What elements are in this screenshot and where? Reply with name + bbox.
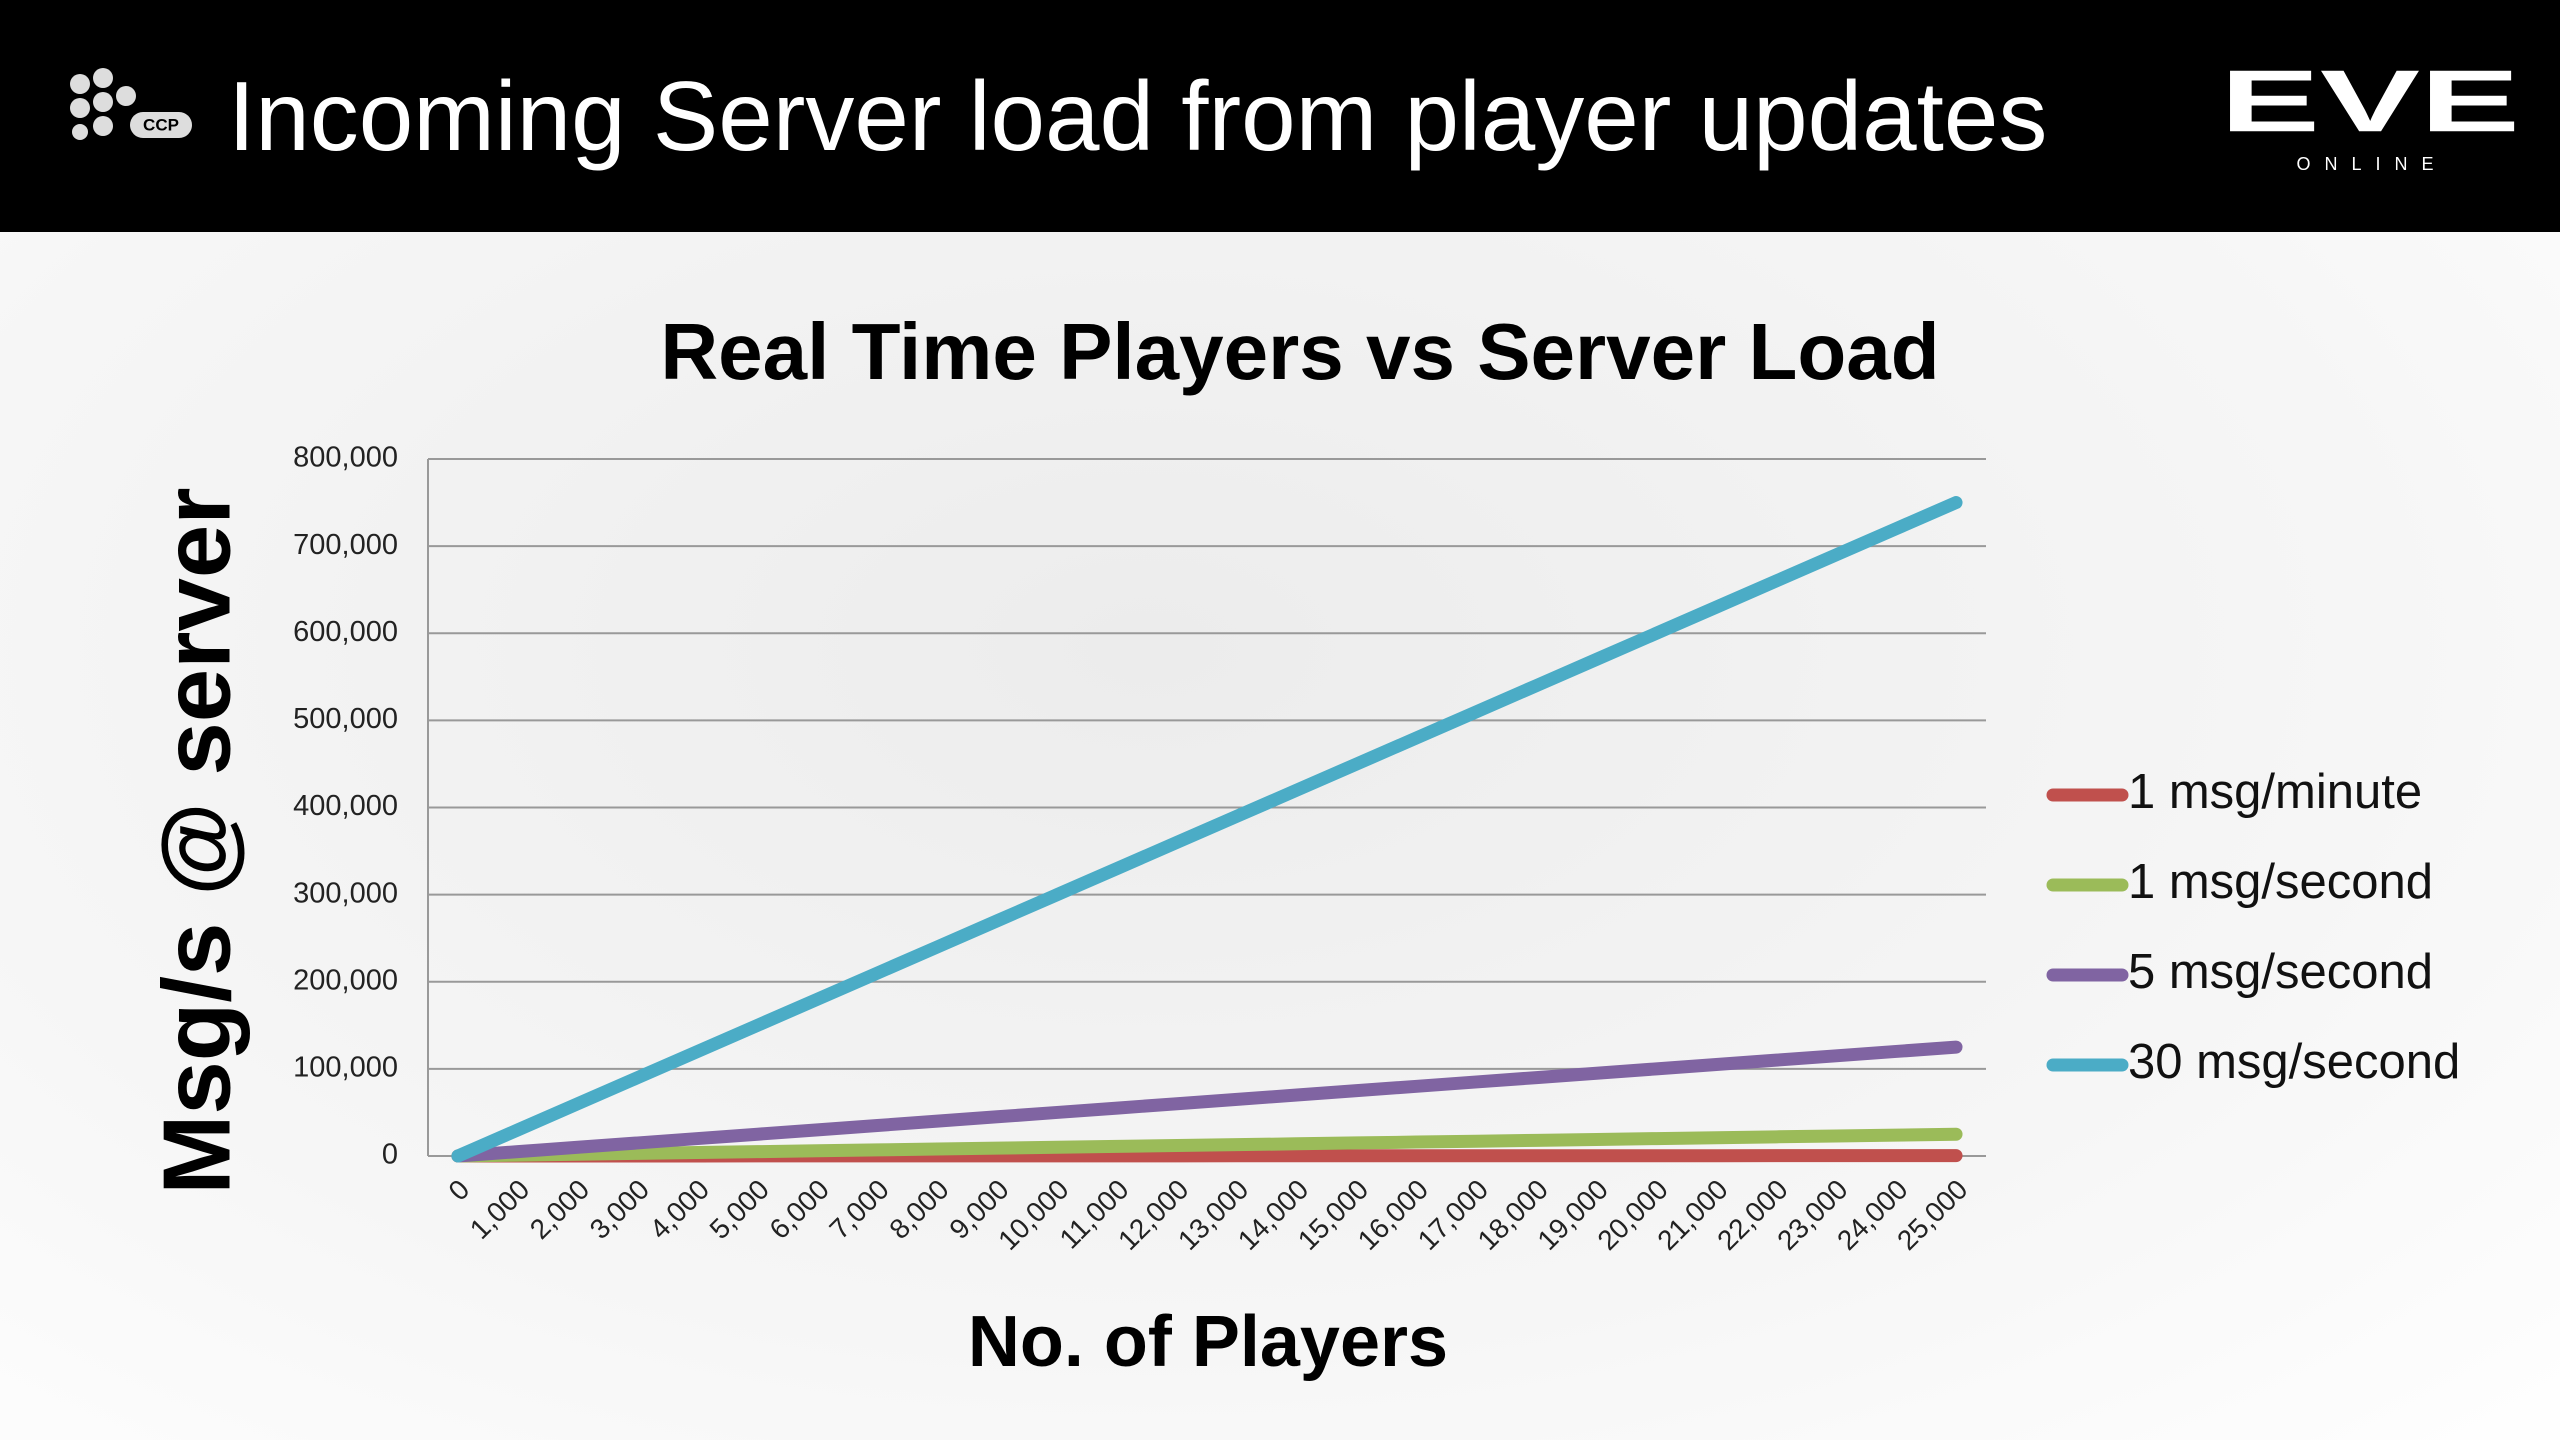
y-tick-label: 0 xyxy=(382,1139,398,1171)
slide-title: Incoming Server load from player updates xyxy=(228,61,2047,171)
y-tick-label: 300,000 xyxy=(293,877,398,909)
y-tick-label: 500,000 xyxy=(293,703,398,735)
y-tick-label: 200,000 xyxy=(293,964,398,996)
y-tick-label: 600,000 xyxy=(293,616,398,648)
legend-label: 5 msg/second xyxy=(2128,945,2433,999)
y-tick-label: 100,000 xyxy=(293,1052,398,1084)
legend-label: 1 msg/minute xyxy=(2128,765,2422,819)
series-line xyxy=(451,1040,1963,1163)
eve-logo-text: EVE xyxy=(2220,51,2520,150)
ccp-logo xyxy=(70,68,192,140)
ccp-logo-text: CCP xyxy=(143,115,179,134)
y-tick-label: 800,000 xyxy=(293,442,398,474)
legend-label: 1 msg/second xyxy=(2128,855,2433,909)
chart-title: Real Time Players vs Server Load xyxy=(660,307,1939,396)
series-line xyxy=(451,1127,1963,1163)
eve-logo-sub: ONLINE xyxy=(2296,154,2447,174)
legend-label: 30 msg/second xyxy=(2128,1035,2460,1089)
y-tick-label: 400,000 xyxy=(293,790,398,822)
series-line xyxy=(451,496,1963,1163)
y-tick-label: 700,000 xyxy=(293,529,398,561)
x-axis-title: No. of Players xyxy=(968,1302,1448,1382)
y-axis-title: Msg/s @ server xyxy=(143,487,250,1194)
header-bar xyxy=(0,0,2560,232)
